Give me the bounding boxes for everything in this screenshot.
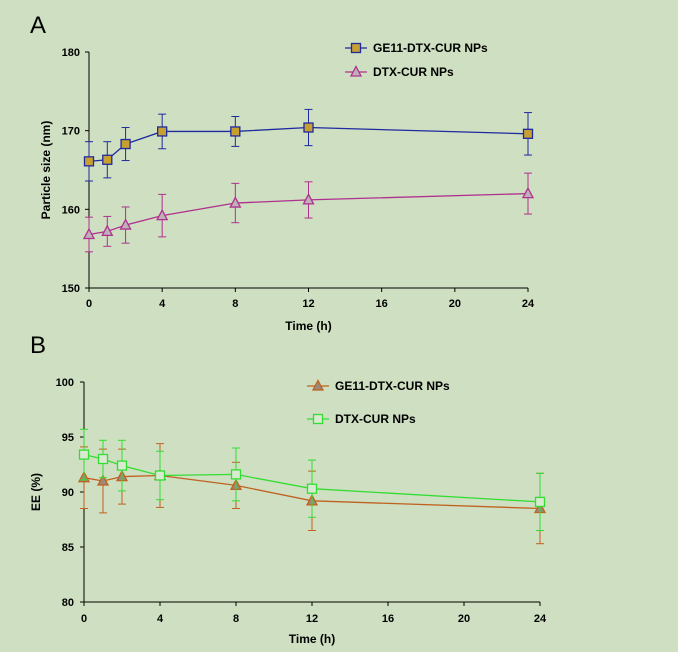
legend-label: DTX-CUR NPs xyxy=(335,412,416,426)
series-2: DTX-CUR NPs xyxy=(78,412,546,531)
data-point xyxy=(306,483,318,494)
data-point xyxy=(157,126,168,137)
data-point xyxy=(119,218,132,230)
legend-marker xyxy=(350,42,362,54)
data-point xyxy=(120,138,131,150)
x-tick-label: 24 xyxy=(534,613,547,625)
panel-a: A 150 160 170 180 0 4 8 12 16 20 24 Time (h) Particle… xyxy=(30,12,535,333)
y-tick-label: 90 xyxy=(62,487,74,499)
x-axis-label: Time (h) xyxy=(289,632,335,646)
data-point xyxy=(521,186,535,199)
panel-b: B 80 85 90 95 100 0 4 8 12 16 20 24 Time (h) EE (%) GE1… xyxy=(29,332,547,646)
legend-marker xyxy=(311,379,325,391)
x-tick-label: 8 xyxy=(232,298,238,310)
x-tick-label: 16 xyxy=(382,613,394,625)
y-axis-label: Particle size (nm) xyxy=(39,121,53,220)
panel-letter: B xyxy=(30,332,46,359)
y-tick-label: 170 xyxy=(62,126,80,138)
y-tick-label: 150 xyxy=(62,283,80,295)
x-tick-label: 16 xyxy=(376,298,388,310)
series-1: GE11-DTX-CUR NPs xyxy=(83,41,534,182)
x-tick-label: 8 xyxy=(233,613,239,625)
data-point xyxy=(102,154,113,165)
data-point xyxy=(303,122,314,133)
x-tick-label: 20 xyxy=(449,298,461,310)
y-tick-label: 85 xyxy=(62,542,74,554)
data-point xyxy=(83,156,95,167)
data-point xyxy=(302,192,315,205)
y-tick-label: 95 xyxy=(62,432,74,444)
data-point xyxy=(522,128,534,139)
data-point xyxy=(229,196,242,208)
x-tick-label: 4 xyxy=(159,298,166,310)
series-2: DTX-CUR NPs xyxy=(82,65,535,253)
x-tick-label: 24 xyxy=(522,298,535,310)
legend-marker xyxy=(312,413,324,425)
legend-label: GE11-DTX-CUR NPs xyxy=(373,41,488,55)
data-point xyxy=(96,474,110,486)
data-point xyxy=(230,469,242,480)
x-tick-label: 12 xyxy=(306,613,318,625)
data-point xyxy=(97,453,109,465)
panel-letter: A xyxy=(30,12,46,39)
data-point xyxy=(156,208,169,221)
x-tick-label: 4 xyxy=(157,613,164,625)
data-point xyxy=(116,460,128,471)
data-point xyxy=(78,449,90,460)
data-point xyxy=(154,470,166,481)
legend-label: GE11-DTX-CUR NPs xyxy=(335,379,450,393)
x-tick-label: 0 xyxy=(81,613,87,625)
data-point xyxy=(101,224,114,237)
y-axis-label: EE (%) xyxy=(29,473,43,511)
legend-marker xyxy=(349,65,363,77)
x-tick-label: 12 xyxy=(302,298,314,310)
y-tick-label: 180 xyxy=(62,47,80,59)
x-axis-label: Time (h) xyxy=(285,319,331,333)
y-tick-label: 100 xyxy=(56,377,74,389)
y-tick-label: 80 xyxy=(62,597,74,609)
data-point xyxy=(230,126,241,137)
data-point xyxy=(534,496,546,508)
x-tick-label: 0 xyxy=(86,298,92,310)
x-tick-label: 20 xyxy=(458,613,470,625)
y-tick-label: 160 xyxy=(62,204,80,216)
data-point xyxy=(82,227,96,240)
legend-label: DTX-CUR NPs xyxy=(373,65,454,79)
